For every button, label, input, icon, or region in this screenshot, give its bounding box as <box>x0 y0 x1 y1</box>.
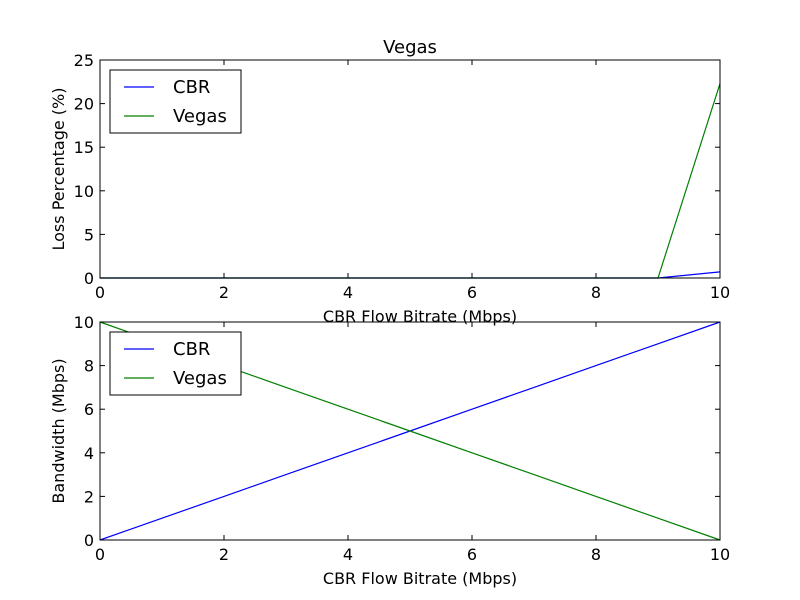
legend-box <box>109 69 242 134</box>
x-tick-label: 4 <box>343 545 353 564</box>
legend: CBR Vegas <box>109 331 242 396</box>
plot-frame <box>99 59 721 279</box>
y-tick-label: 6 <box>84 400 94 419</box>
chart-title: Vegas <box>383 37 437 58</box>
y-tick-label: 25 <box>74 51 94 70</box>
y-axis-label: Loss Percentage (%) <box>49 88 68 251</box>
x-tick-label: 10 <box>710 283 730 302</box>
legend-box <box>109 331 242 396</box>
y-tick-label: 10 <box>74 313 94 332</box>
y-tick-label: 2 <box>84 487 94 506</box>
y-axis-label: Bandwidth (Mbps) <box>49 358 68 503</box>
legend-label-cbr: CBR <box>173 339 210 360</box>
plot-frame <box>99 321 721 541</box>
legend-label-cbr: CBR <box>173 77 210 98</box>
x-axis-label: CBR Flow Bitrate (Mbps) <box>323 569 517 588</box>
y-tick-label: 8 <box>84 357 94 376</box>
legend: CBR Vegas <box>109 69 242 134</box>
y-tick-label: 10 <box>74 182 94 201</box>
x-tick-label: 8 <box>591 283 601 302</box>
y-tick-label: 4 <box>84 444 94 463</box>
x-tick-label: 10 <box>710 545 730 564</box>
x-tick-label: 2 <box>219 283 229 302</box>
x-axis-label: CBR Flow Bitrate (Mbps) <box>323 307 517 326</box>
subplot-2: 0 2 4 6 8 10 0 2 4 6 8 10 CBR Flow Bitrate (Mbps) Ban… <box>49 313 730 588</box>
x-tick-label: 0 <box>95 283 105 302</box>
legend-label-vegas: Vegas <box>173 106 227 127</box>
legend-label-vegas: Vegas <box>173 368 227 389</box>
x-tick-label: 6 <box>467 283 477 302</box>
x-tick-label: 0 <box>95 545 105 564</box>
y-tick-label: 20 <box>74 95 94 114</box>
y-tick-label: 5 <box>84 225 94 244</box>
y-tick-label: 0 <box>84 269 94 288</box>
x-tick-label: 8 <box>591 545 601 564</box>
y-tick-label: 0 <box>84 531 94 550</box>
x-tick-label: 6 <box>467 545 477 564</box>
y-tick-label: 15 <box>74 138 94 157</box>
x-tick-label: 4 <box>343 283 353 302</box>
x-tick-label: 2 <box>219 545 229 564</box>
subplot-1: 0 2 4 6 8 10 0 5 10 15 20 25 CBR Flow Bitrate (Mbps)… <box>49 51 730 326</box>
